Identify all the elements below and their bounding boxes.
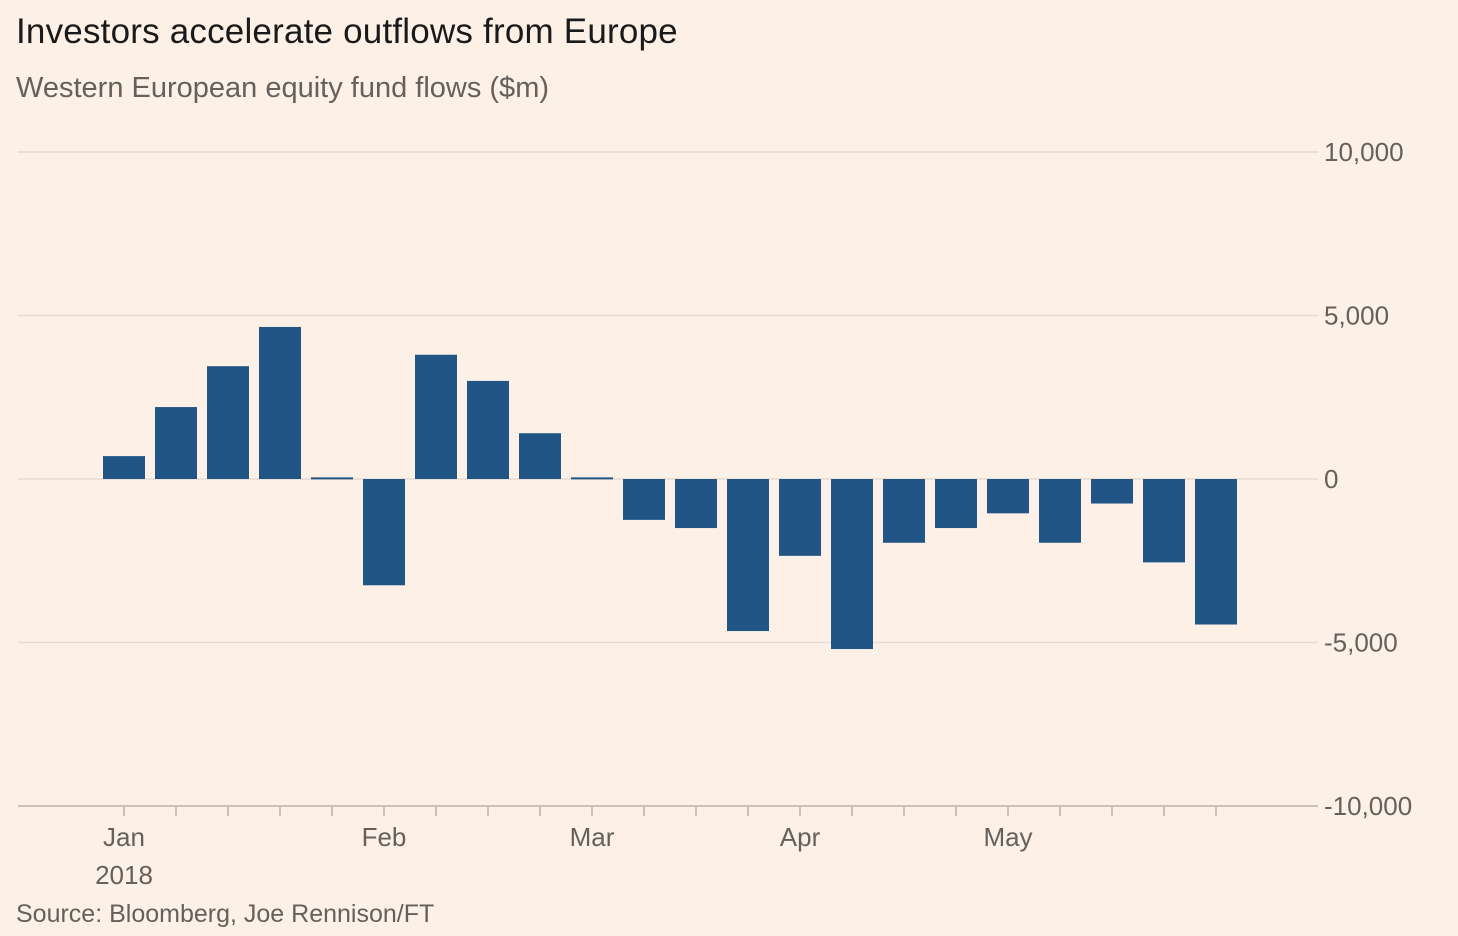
bar-8 — [519, 433, 561, 479]
bar-9 — [571, 477, 613, 480]
chart-subtitle: Western European equity fund flows ($m) — [16, 72, 550, 104]
bar-0 — [103, 456, 145, 479]
x-tick-label-jan: Jan — [103, 822, 145, 852]
bar-7 — [467, 380, 509, 479]
bar-10 — [623, 479, 665, 520]
y-tick-label-3: -5,000 — [1324, 628, 1398, 658]
y-tick-label-4: -10,000 — [1324, 791, 1412, 821]
bar-2 — [207, 366, 249, 479]
bar-15 — [883, 479, 925, 543]
x-year-label: 2018 — [95, 860, 153, 890]
bar-21 — [1195, 479, 1237, 625]
bar-3 — [259, 326, 301, 479]
y-axis-labels: 10,000 5,000 0 -5,000 -10,000 — [1324, 137, 1412, 821]
chart-title: Investors accelerate outflows from Europ… — [16, 12, 678, 51]
bars — [103, 326, 1237, 650]
bar-20 — [1143, 479, 1185, 563]
bar-19 — [1091, 479, 1133, 504]
x-tick-label-apr: Apr — [780, 822, 821, 852]
bar-6 — [415, 354, 457, 479]
x-axis — [123, 806, 1217, 816]
x-axis-labels: Jan Feb Mar Apr May 2018 — [95, 822, 1032, 890]
bar-16 — [935, 479, 977, 529]
x-tick-label-feb: Feb — [362, 822, 407, 852]
bar-18 — [1039, 479, 1081, 543]
x-tick-label-may: May — [983, 822, 1032, 852]
bar-11 — [675, 479, 717, 529]
bar-5 — [363, 479, 405, 586]
bar-1 — [155, 407, 197, 479]
x-tick-label-mar: Mar — [570, 822, 615, 852]
y-tick-label-2: 0 — [1324, 464, 1338, 494]
bar-14 — [831, 479, 873, 650]
chart-source: Source: Bloomberg, Joe Rennison/FT — [16, 900, 435, 928]
y-tick-label-1: 5,000 — [1324, 301, 1389, 331]
bar-17 — [987, 479, 1029, 514]
bar-4 — [311, 477, 353, 480]
bar-12 — [727, 479, 769, 632]
y-tick-label-0: 10,000 — [1324, 137, 1404, 167]
bar-13 — [779, 479, 821, 556]
